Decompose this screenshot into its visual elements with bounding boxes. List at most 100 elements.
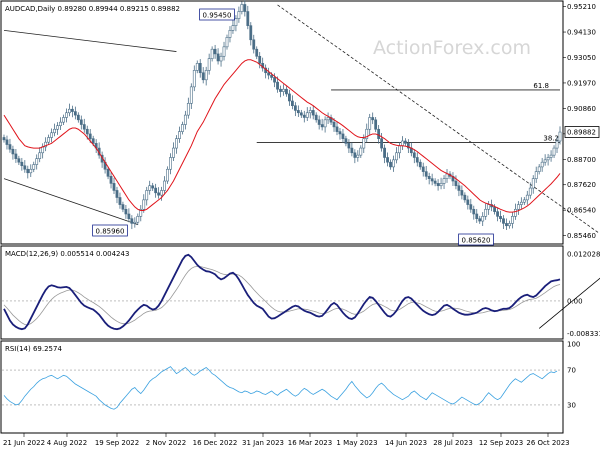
candle-body xyxy=(430,178,434,182)
candle xyxy=(534,166,538,183)
candle xyxy=(401,136,404,150)
candle xyxy=(145,186,149,206)
upper-channel-line xyxy=(3,29,177,52)
candle-body xyxy=(243,4,247,12)
moving-average-line xyxy=(3,59,561,213)
candle-body xyxy=(166,168,169,182)
candle xyxy=(356,150,360,162)
candle-body xyxy=(472,208,476,215)
candle-body xyxy=(44,141,48,148)
candle xyxy=(273,73,276,88)
candle xyxy=(216,48,220,65)
macd-tick-label: 0.00 xyxy=(567,297,583,305)
candle xyxy=(383,144,386,164)
candle xyxy=(222,41,226,61)
candle xyxy=(558,126,562,145)
candle xyxy=(180,121,184,135)
x-tick-label: 14 Jun 2023 xyxy=(385,439,427,447)
price-layer: 61.8 38.2 0.95450 0.85960 0.85620 xyxy=(2,0,599,246)
candle-body xyxy=(282,88,285,92)
candle xyxy=(201,67,205,84)
candle xyxy=(32,161,36,173)
candle xyxy=(293,102,297,117)
low-label-2-box xyxy=(458,233,494,246)
candle xyxy=(139,205,143,222)
candle xyxy=(305,107,309,121)
candle-body xyxy=(56,125,59,130)
candle xyxy=(389,159,392,170)
candle-body xyxy=(180,124,184,132)
candle-body xyxy=(189,86,193,104)
candle-body xyxy=(136,216,140,223)
candle xyxy=(323,116,327,133)
candle-body xyxy=(528,187,532,196)
low-label-1: 0.85960 xyxy=(96,228,125,236)
candle xyxy=(112,177,116,194)
candle-body xyxy=(50,132,53,138)
candle xyxy=(392,155,395,172)
candle xyxy=(430,173,434,186)
candle-body xyxy=(359,147,363,156)
x-tick-label: 2 Nov 2022 xyxy=(146,439,186,447)
candle-body xyxy=(475,213,479,219)
candle xyxy=(531,175,535,194)
candle-body xyxy=(320,124,324,128)
macd-layer xyxy=(2,253,600,331)
candle xyxy=(53,123,56,137)
candle xyxy=(23,160,27,173)
candle-body xyxy=(65,112,68,118)
candle xyxy=(395,147,398,164)
candle-body xyxy=(204,70,208,81)
candle xyxy=(496,207,499,222)
candle-body xyxy=(543,159,547,163)
candle-body xyxy=(192,70,196,88)
candle-body xyxy=(555,140,559,149)
candle-body xyxy=(163,180,166,191)
candle-body xyxy=(118,197,122,205)
rsi-tick-label: 100 xyxy=(567,341,580,349)
candle xyxy=(204,66,208,86)
candle-body xyxy=(412,152,416,158)
candle-body xyxy=(38,152,42,159)
candle xyxy=(421,162,425,177)
candle-body xyxy=(23,165,27,170)
price-tick-label: 0.85460 xyxy=(567,232,596,240)
candle xyxy=(377,125,381,144)
candle-body xyxy=(311,110,315,116)
candle xyxy=(14,149,18,163)
candle-body xyxy=(267,72,271,76)
fib-382-label: 38.2 xyxy=(543,134,559,142)
candle xyxy=(261,57,265,72)
candle xyxy=(154,183,158,198)
candle-body xyxy=(335,126,339,132)
candle xyxy=(436,179,440,191)
candle-body xyxy=(186,103,190,116)
price-tick-label: 0.87620 xyxy=(567,181,596,189)
candle-body xyxy=(207,58,211,71)
candle xyxy=(243,0,247,17)
candle xyxy=(240,1,244,15)
candle xyxy=(418,159,422,170)
candle xyxy=(76,112,80,123)
candle-body xyxy=(362,138,366,149)
lower-channel-line xyxy=(3,178,138,225)
candle xyxy=(442,175,446,190)
candle-body xyxy=(463,194,467,201)
candle xyxy=(368,113,372,135)
price-panel-frame xyxy=(0,0,564,245)
candle-body xyxy=(198,63,202,74)
candle-body xyxy=(213,48,217,55)
candle xyxy=(237,6,241,23)
candle xyxy=(234,15,238,32)
candle-body xyxy=(338,131,342,135)
current-price-label: 0.89882 xyxy=(567,129,596,137)
candle-body xyxy=(365,128,369,139)
x-tick-label: 1 May 2023 xyxy=(336,439,377,447)
candle-body xyxy=(231,25,235,31)
candle-body xyxy=(302,114,306,118)
candle-body xyxy=(160,190,163,196)
candle-body xyxy=(484,208,488,217)
candle-body xyxy=(383,147,386,158)
candle xyxy=(374,116,378,133)
